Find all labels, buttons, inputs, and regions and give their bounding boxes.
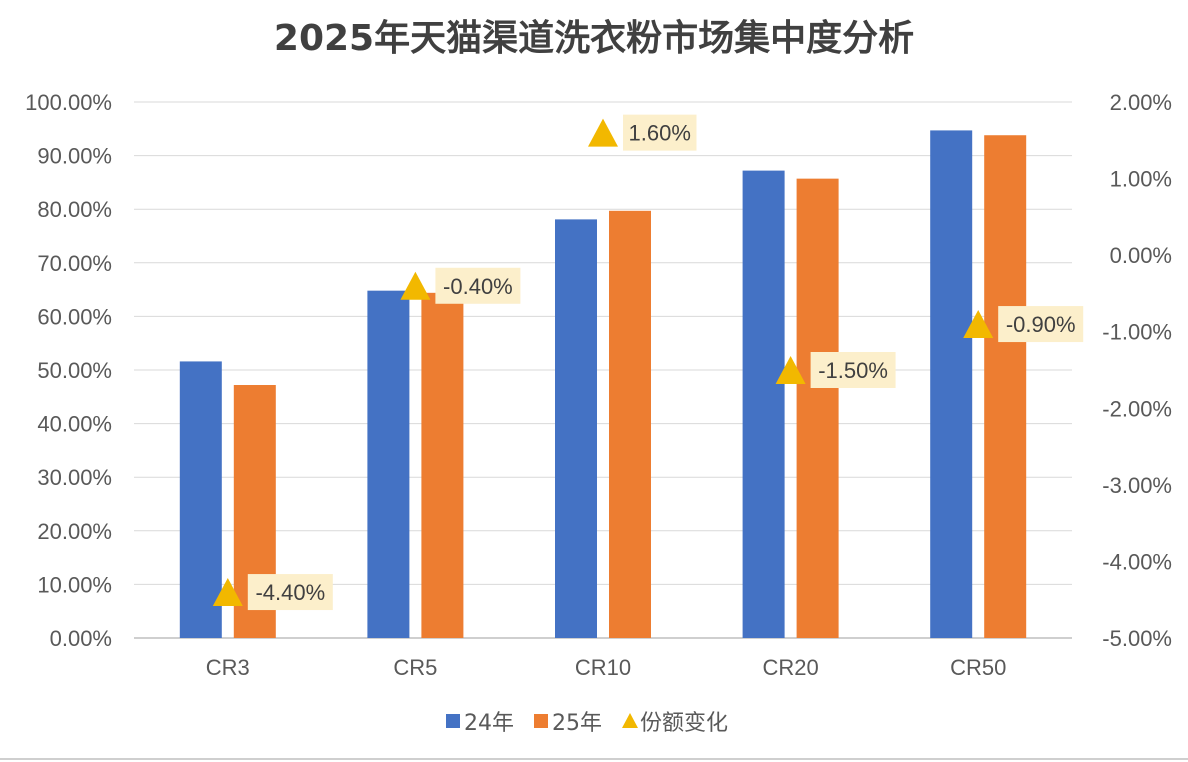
left-tick-label: 90.00% xyxy=(37,144,112,169)
category-label: CR50 xyxy=(950,655,1006,680)
left-tick-label: 40.00% xyxy=(37,412,112,437)
right-axis-ticks: -5.00% -4.00% -3.00% -2.00% -1.00% 0.00% 1.00%… xyxy=(1102,90,1172,651)
category-label: CR5 xyxy=(393,655,437,680)
left-tick-label: 30.00% xyxy=(37,465,112,490)
left-tick-label: 0.00% xyxy=(50,626,112,651)
legend-entry: 24年 xyxy=(464,711,514,736)
bar-cr50-y24 xyxy=(930,130,973,638)
bar-cr10-y24 xyxy=(555,219,597,638)
left-tick-label: 80.00% xyxy=(37,197,112,222)
share-change-marker xyxy=(400,271,431,300)
bar-cr10-y25 xyxy=(609,210,651,639)
share-change-marker xyxy=(212,578,243,607)
data-label: 1.60% xyxy=(629,121,691,146)
right-tick-label: 0.00% xyxy=(1110,243,1172,268)
legend-swatch xyxy=(534,714,548,728)
right-tick-label: -3.00% xyxy=(1102,473,1172,498)
bar-cr20-y25 xyxy=(796,178,839,638)
data-label: -4.40% xyxy=(255,580,325,605)
legend-entry: 份额变化 xyxy=(640,711,728,736)
bar-cr5-y25 xyxy=(421,292,464,638)
data-label-box xyxy=(810,352,896,388)
bar-cr5-y24 xyxy=(367,290,410,638)
category-label: CR10 xyxy=(575,655,631,680)
right-tick-label: -2.00% xyxy=(1102,396,1172,421)
left-axis-ticks: 0.00% 10.00% 20.00% 30.00% 40.00% 50.00% 60.00… xyxy=(25,90,112,651)
share-change-marker xyxy=(588,118,618,147)
left-tick-label: 60.00% xyxy=(37,304,112,329)
data-label-box xyxy=(998,306,1084,343)
right-tick-label: -5.00% xyxy=(1102,626,1172,651)
left-tick-label: 50.00% xyxy=(37,358,112,383)
data-label-box xyxy=(435,267,521,304)
left-tick-label: 100.00% xyxy=(25,90,112,115)
category-label: CR20 xyxy=(762,655,818,680)
bar-series xyxy=(179,130,1027,639)
share-change-markers: -4.40% -0.40% 1.60% -1.50% -0.90% xyxy=(212,114,1084,611)
legend-swatch xyxy=(446,714,460,728)
share-change-marker xyxy=(775,356,806,384)
share-change-marker xyxy=(963,310,994,339)
bar-cr20-y24 xyxy=(742,170,785,638)
data-label-box xyxy=(247,574,333,611)
bar-cr3-y24 xyxy=(179,361,222,638)
data-label: -1.50% xyxy=(818,358,888,383)
right-tick-label: 1.00% xyxy=(1110,167,1172,192)
data-label-box xyxy=(623,114,697,151)
left-tick-label: 20.00% xyxy=(37,519,112,544)
left-tick-label: 70.00% xyxy=(37,251,112,276)
data-label: -0.90% xyxy=(1006,312,1076,337)
category-axis-labels: CR3 CR5 CR10 CR20 CR50 xyxy=(206,655,1007,680)
legend-entry: 25年 xyxy=(552,711,602,736)
right-tick-label: 2.00% xyxy=(1110,90,1172,115)
legend-swatch xyxy=(622,713,638,728)
chart-legend: 24年 25年 份额变化 xyxy=(446,711,728,736)
category-label: CR3 xyxy=(206,655,250,680)
bar-cr50-y25 xyxy=(984,135,1027,638)
right-tick-label: -1.00% xyxy=(1102,320,1172,345)
data-label: -0.40% xyxy=(443,274,513,299)
left-tick-label: 10.00% xyxy=(37,572,112,597)
chart-title: 2025年天猫渠道洗衣粉市场集中度分析 xyxy=(274,18,914,59)
right-tick-label: -4.00% xyxy=(1102,549,1172,574)
